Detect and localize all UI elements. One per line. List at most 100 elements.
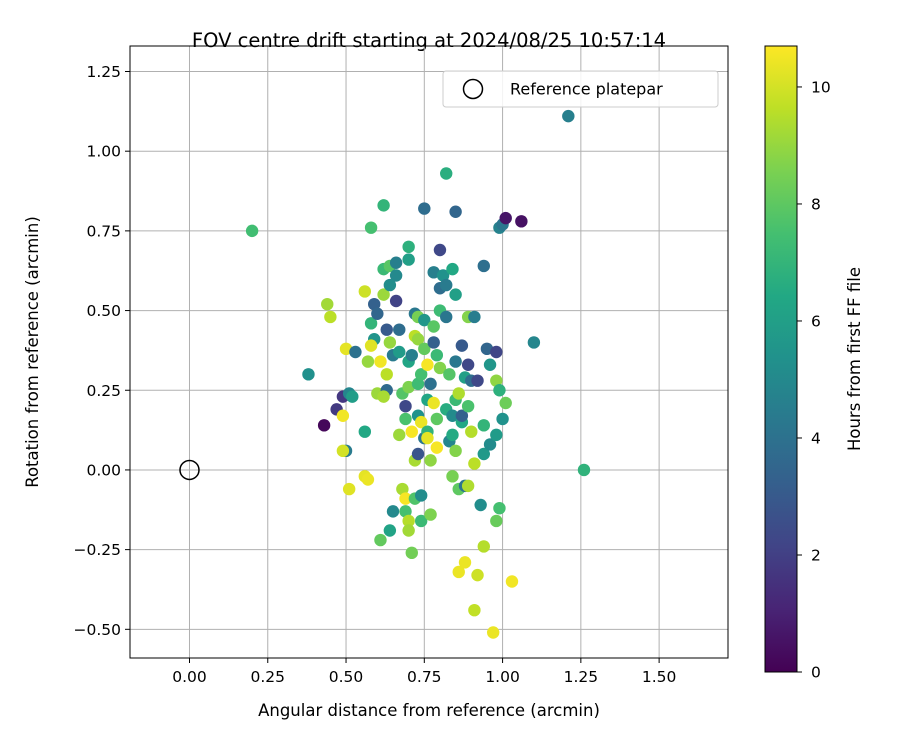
- x-tick-label: 0.25: [251, 668, 286, 686]
- data-point: [461, 479, 475, 493]
- y-tick-label: −0.50: [74, 621, 122, 639]
- data-point: [452, 565, 465, 579]
- data-point: [577, 463, 591, 477]
- data-point: [399, 492, 412, 505]
- data-point: [443, 368, 456, 381]
- data-point: [446, 470, 459, 483]
- data-point: [465, 425, 478, 438]
- data-point: [440, 278, 453, 292]
- data-point: [346, 390, 359, 403]
- data-point: [371, 307, 384, 320]
- data-point: [364, 339, 378, 352]
- data-point: [380, 323, 393, 336]
- data-point: [389, 269, 403, 282]
- data-point: [411, 377, 425, 391]
- data-point: [480, 342, 494, 356]
- data-point: [461, 358, 475, 371]
- colorbar-tick-label: 4: [811, 429, 821, 447]
- data-point: [418, 313, 431, 327]
- data-point: [490, 428, 503, 442]
- data-point: [405, 546, 418, 560]
- x-tick-label: 0.50: [329, 668, 364, 686]
- data-point: [399, 399, 412, 413]
- data-point: [427, 396, 440, 410]
- data-point: [399, 412, 412, 426]
- data-point: [449, 205, 462, 218]
- data-point: [414, 415, 428, 429]
- data-point: [433, 361, 447, 375]
- legend: Reference platepar: [442, 70, 719, 108]
- plot-frame: [129, 45, 729, 659]
- data-point: [527, 336, 541, 349]
- data-point: [389, 294, 403, 308]
- data-point: [402, 514, 415, 528]
- data-point: [440, 310, 453, 324]
- data-point: [427, 336, 440, 349]
- colorbar-ticks: 0 2 4 6 8 10: [797, 78, 831, 682]
- data-point: [339, 342, 353, 356]
- data-point: [446, 428, 459, 442]
- data-point: [383, 524, 397, 537]
- y-axis-label: Rotation from reference (arcmin): [23, 216, 42, 488]
- colorbar-tick-label: 0: [811, 664, 821, 682]
- colorbar-tick-label: 8: [811, 195, 821, 213]
- legend-box: [442, 70, 719, 108]
- x-tick-label: 0.75: [407, 668, 442, 686]
- data-point: [414, 514, 428, 528]
- data-point: [505, 575, 519, 588]
- data-point: [430, 348, 444, 362]
- data-point: [349, 345, 362, 359]
- data-point: [411, 333, 425, 346]
- reference-platepar-marker: [179, 459, 200, 481]
- data-point: [245, 224, 259, 238]
- data-point: [499, 396, 512, 410]
- x-tick-label: 1.50: [642, 668, 677, 686]
- data-point: [405, 348, 418, 362]
- data-point: [455, 409, 469, 422]
- data-point: [499, 211, 512, 225]
- colorbar: [764, 45, 798, 673]
- data-point: [490, 374, 503, 387]
- data-point: [361, 355, 375, 368]
- data-point: [383, 336, 397, 349]
- data-point: [496, 412, 509, 426]
- y-tick-label: 0.50: [86, 302, 121, 320]
- y-tick-label: 0.75: [86, 222, 121, 240]
- data-point: [430, 412, 444, 426]
- data-point: [493, 384, 506, 397]
- data-point: [471, 374, 484, 387]
- data-point: [377, 390, 390, 403]
- data-point: [446, 262, 459, 276]
- data-point: [374, 533, 387, 547]
- data-point: [449, 288, 462, 301]
- x-tick-label: 0.00: [172, 668, 207, 686]
- data-point: [562, 109, 575, 123]
- data-point: [418, 342, 431, 356]
- data-point: [396, 482, 409, 496]
- data-point: [336, 444, 350, 458]
- data-point: [405, 425, 418, 438]
- data-point: [477, 540, 490, 553]
- y-axis: −0.50 −0.25 0.00 0.25 0.50 0.75 1.00 1.25: [74, 63, 130, 639]
- chart-title: FOV centre drift starting at 2024/08/25 …: [192, 29, 666, 52]
- data-point: [402, 240, 415, 254]
- data-point: [515, 215, 528, 228]
- data-point: [477, 419, 490, 432]
- data-point: [427, 266, 440, 279]
- data-point: [452, 387, 465, 400]
- colorbar-tick-label: 2: [811, 546, 821, 564]
- data-point: [393, 323, 406, 336]
- data-point: [424, 508, 437, 521]
- data-point: [411, 447, 425, 461]
- data-point: [377, 288, 390, 301]
- data-point: [377, 199, 390, 212]
- data-point: [418, 202, 431, 215]
- data-point: [440, 167, 453, 180]
- grid: [130, 46, 728, 658]
- data-point: [468, 310, 481, 324]
- data-point: [336, 409, 350, 422]
- data-point: [493, 501, 506, 515]
- data-point: [364, 221, 378, 234]
- data-point: [461, 399, 475, 413]
